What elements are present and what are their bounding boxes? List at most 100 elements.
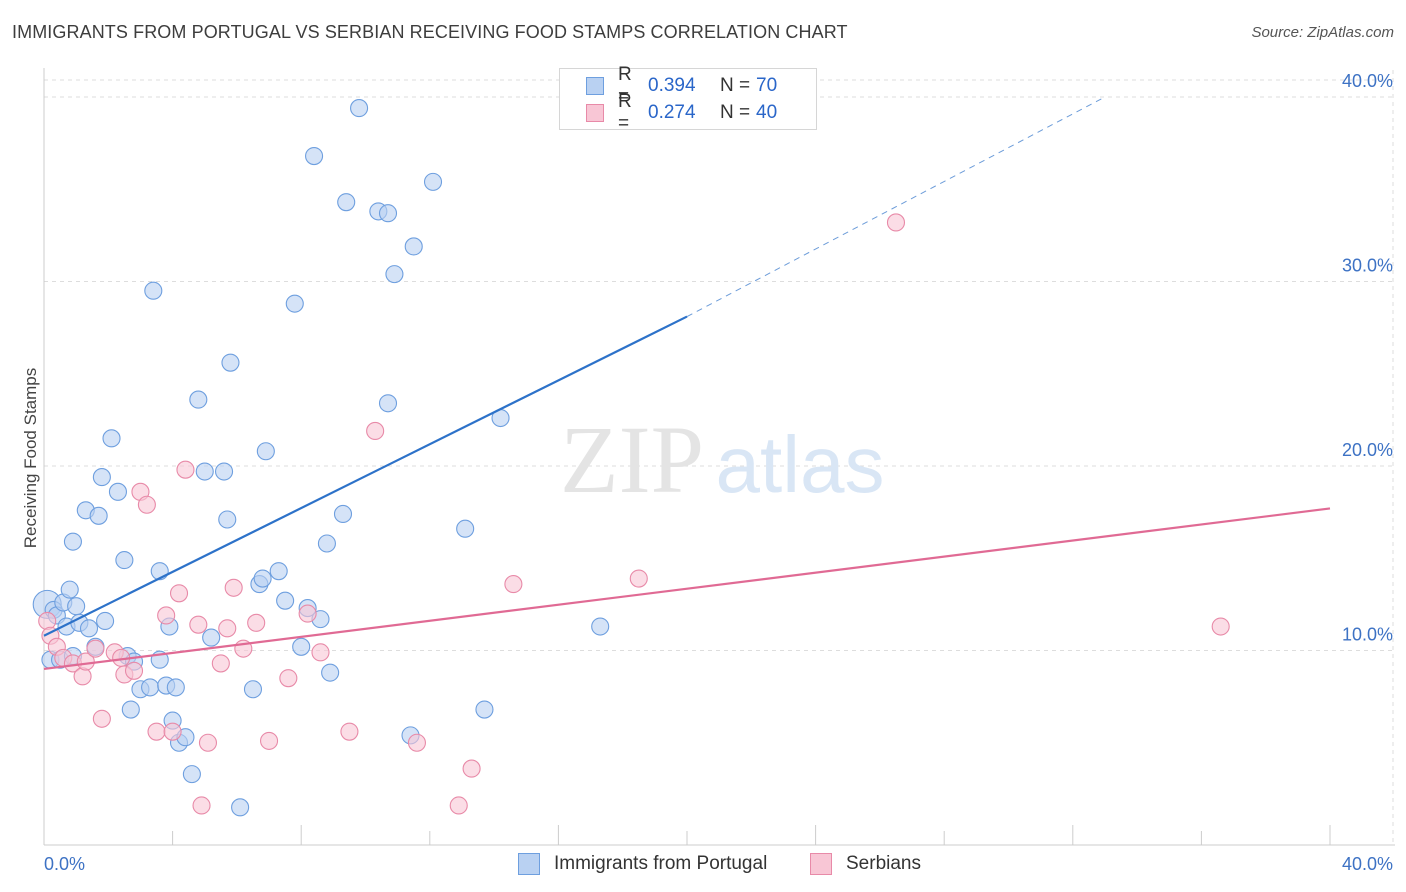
point-portugal: [337, 193, 356, 212]
point-serbians: [279, 669, 298, 688]
point-serbians: [92, 709, 111, 728]
point-portugal: [456, 519, 475, 538]
point-serbians: [504, 575, 523, 594]
point-portugal: [166, 678, 185, 697]
point-serbians: [340, 722, 359, 741]
x-tick-label: 40.0%: [1342, 854, 1393, 874]
point-portugal: [321, 663, 340, 682]
bottom-legend-label-serbians: Serbians: [846, 853, 921, 874]
legend-r-label: R =: [618, 91, 632, 134]
point-portugal: [256, 442, 275, 461]
legend: R = 0.394 N = 70 R = 0.274 N = 40: [559, 64, 817, 134]
y-tick-label: 10.0%: [1342, 625, 1393, 645]
point-serbians: [407, 733, 426, 752]
point-serbians: [176, 460, 195, 479]
legend-n-label: N =: [720, 102, 751, 123]
point-portugal: [305, 146, 324, 166]
point-serbians: [38, 611, 57, 631]
point-portugal: [276, 591, 295, 610]
legend-n-value: 70: [756, 75, 778, 96]
source-label: Source: ZipAtlas.com: [1251, 24, 1394, 41]
y-tick-label: 30.0%: [1342, 256, 1393, 276]
y-tick-label: 20.0%: [1342, 440, 1393, 460]
legend-n-value: 40: [756, 102, 778, 123]
point-serbians: [366, 421, 385, 440]
point-portugal: [63, 532, 82, 551]
point-portugal: [102, 429, 121, 448]
point-serbians: [157, 606, 176, 625]
point-portugal: [115, 551, 134, 570]
point-serbians: [169, 584, 189, 603]
point-portugal: [60, 580, 79, 599]
bottom-legend-serbians: Serbians: [810, 851, 921, 877]
point-serbians: [247, 613, 266, 632]
point-serbians: [449, 796, 468, 815]
points: [32, 99, 1230, 817]
point-portugal: [591, 617, 610, 636]
axes: [43, 68, 1395, 846]
point-portugal: [202, 628, 221, 647]
legend-r-label: R =: [618, 64, 632, 107]
legend-r-value: 0.394: [648, 75, 696, 96]
point-serbians: [86, 639, 105, 658]
point-serbians: [259, 731, 279, 750]
point-serbians: [298, 604, 317, 623]
point-portugal: [214, 462, 234, 481]
y-tick-label: 40.0%: [1342, 71, 1393, 91]
point-serbians: [462, 759, 481, 778]
point-portugal: [218, 510, 237, 529]
point-portugal: [378, 394, 398, 413]
bottom-legend-label-portugal: Immigrants from Portugal: [554, 853, 768, 874]
point-serbians: [886, 213, 906, 232]
trend-line-portugal: [43, 315, 688, 637]
point-portugal: [195, 462, 214, 481]
point-serbians: [73, 667, 92, 686]
point-serbians: [198, 733, 218, 752]
chart-title: IMMIGRANTS FROM PORTUGAL VS SERBIAN RECE…: [12, 22, 848, 42]
point-serbians: [211, 654, 230, 673]
point-portugal: [231, 798, 250, 817]
tick-labels: 10.0% 20.0% 30.0% 40.0% 0.0% 40.0%: [44, 71, 1393, 874]
point-portugal: [285, 294, 304, 313]
point-portugal: [79, 619, 99, 638]
point-serbians: [311, 643, 330, 662]
bottom-legend-swatch-pink: [810, 853, 832, 875]
point-serbians: [224, 578, 243, 597]
trend-line-serbians: [43, 507, 1331, 671]
bottom-legend-swatch-blue: [518, 853, 540, 875]
point-portugal: [378, 204, 398, 223]
legend-swatch-blue: [586, 77, 604, 95]
point-portugal: [333, 504, 353, 524]
point-serbians: [189, 615, 208, 634]
point-portugal: [221, 353, 240, 372]
point-serbians: [124, 661, 144, 680]
point-serbians: [629, 569, 648, 588]
x-tick-label: 0.0%: [44, 854, 85, 874]
point-portugal: [317, 534, 336, 553]
bottom-legend-portugal: Immigrants from Portugal: [518, 851, 767, 877]
watermark-zip: ZIP: [560, 406, 704, 513]
legend-row-portugal: R = 0.394 N = 70: [586, 64, 778, 107]
point-serbians: [218, 619, 237, 638]
point-portugal: [182, 765, 201, 784]
point-portugal: [475, 700, 494, 719]
point-portugal: [189, 390, 208, 409]
point-portugal: [121, 700, 140, 719]
point-serbians: [192, 796, 211, 815]
point-portugal: [92, 468, 111, 487]
point-serbians: [1211, 617, 1230, 636]
point-portugal: [404, 237, 423, 256]
trend-line-portugal-extension: [686, 96, 1106, 317]
point-portugal: [141, 678, 160, 697]
point-portugal: [67, 597, 86, 616]
point-portugal: [350, 99, 369, 118]
point-portugal: [385, 265, 404, 284]
point-portugal: [292, 637, 311, 656]
legend-row-serbians: R = 0.274 N = 40: [586, 91, 778, 134]
point-serbians: [147, 722, 166, 741]
point-portugal: [253, 569, 272, 588]
point-portugal: [89, 506, 108, 525]
trend-lines: [43, 96, 1331, 671]
legend-r-value: 0.274: [648, 102, 696, 123]
